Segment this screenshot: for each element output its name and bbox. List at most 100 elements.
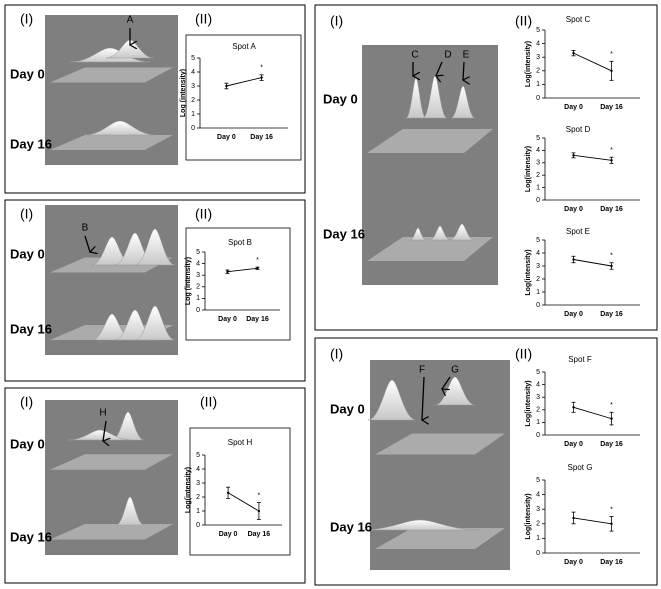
day-label: Day 0 xyxy=(323,91,358,106)
x-tick-label: Day 0 xyxy=(564,441,583,448)
chart-frame xyxy=(189,427,291,556)
surface-floor xyxy=(50,67,173,83)
y-tick-label: 0 xyxy=(536,95,540,102)
significance-marker: * xyxy=(258,492,261,499)
day-label: Day 0 xyxy=(10,246,45,261)
significance-marker: * xyxy=(610,253,613,260)
surface-peak xyxy=(134,228,176,266)
data-point xyxy=(225,84,228,88)
y-tick-label: 1 xyxy=(191,111,195,118)
data-point xyxy=(257,509,261,513)
x-tick-label: Day 0 xyxy=(564,311,583,318)
data-point xyxy=(610,159,613,162)
panel-label: (I) xyxy=(330,13,343,29)
surface-peak xyxy=(367,379,417,421)
chart-title: Spot H xyxy=(228,438,253,447)
y-tick-label: 5 xyxy=(536,369,540,376)
y-axis-label: Log(intensity) xyxy=(525,249,532,295)
arrow-letter: C xyxy=(411,50,418,61)
data-point xyxy=(572,154,575,157)
data-point xyxy=(610,417,613,420)
arrow xyxy=(422,376,424,420)
panel-frame xyxy=(314,337,658,586)
data-point xyxy=(610,264,613,268)
y-tick-label: 0 xyxy=(536,432,540,439)
y-axis-label: Log(intensity) xyxy=(525,380,532,426)
arrow xyxy=(442,376,451,389)
x-tick-label: Day 0 xyxy=(564,559,583,566)
data-line xyxy=(226,77,262,87)
x-tick-label: Day 0 xyxy=(564,104,583,111)
x-tick-label: Day 16 xyxy=(600,206,623,213)
data-point xyxy=(610,522,613,525)
surface-floor xyxy=(367,129,493,153)
data-line xyxy=(573,154,612,161)
data-point xyxy=(610,69,613,73)
y-tick-label: 0 xyxy=(191,125,195,132)
x-tick-label: Day 16 xyxy=(250,134,273,141)
arrow-letter: F xyxy=(419,365,425,376)
data-line xyxy=(573,52,612,72)
data-point xyxy=(226,270,229,273)
day-label: Day 16 xyxy=(330,519,372,534)
panel-frame xyxy=(4,387,306,584)
arrow-letter: G xyxy=(451,365,459,376)
day-label: Day 16 xyxy=(323,226,365,241)
x-tick-label: Day 16 xyxy=(600,104,623,111)
y-tick-label: 2 xyxy=(536,407,540,414)
chart-title: Spot F xyxy=(568,355,592,364)
y-tick-label: 2 xyxy=(536,68,540,75)
y-tick-label: 4 xyxy=(536,147,540,154)
y-tick-label: 5 xyxy=(536,135,540,142)
y-tick-label: 4 xyxy=(191,69,195,76)
significance-marker: * xyxy=(610,147,613,154)
y-tick-label: 3 xyxy=(191,83,195,90)
y-tick-label: 0 xyxy=(536,197,540,204)
panel-label: (I) xyxy=(330,346,343,362)
y-tick-label: 2 xyxy=(536,521,540,528)
y-tick-label: 5 xyxy=(536,477,540,484)
surface-floor xyxy=(50,454,173,470)
day-label: Day 16 xyxy=(10,136,52,151)
y-tick-label: 2 xyxy=(536,276,540,283)
y-tick-label: 5 xyxy=(191,55,195,62)
data-point xyxy=(256,267,259,270)
x-tick-label: Day 16 xyxy=(600,441,623,448)
y-tick-label: 4 xyxy=(536,381,540,388)
arrow xyxy=(463,61,464,80)
y-tick-label: 3 xyxy=(536,506,540,513)
data-point xyxy=(226,491,230,494)
arrow-letter: D xyxy=(444,50,451,61)
day-label: Day 0 xyxy=(10,436,45,451)
y-tick-label: 1 xyxy=(536,419,540,426)
surface-floor xyxy=(367,237,493,261)
y-tick-label: 4 xyxy=(536,250,540,257)
data-point xyxy=(572,406,575,409)
surface-floor xyxy=(50,135,173,150)
panel-frame xyxy=(4,4,306,194)
arrow-letter: H xyxy=(99,408,106,419)
chart-title: Spot E xyxy=(566,227,590,236)
panel-label: (I) xyxy=(20,11,33,27)
y-tick-label: 0 xyxy=(196,307,200,314)
day-label: Day 0 xyxy=(330,401,365,416)
data-point xyxy=(260,76,263,79)
arrow xyxy=(84,235,90,252)
y-tick-label: 3 xyxy=(536,394,540,401)
arrow-letter: A xyxy=(127,15,134,26)
chart-title: Spot A xyxy=(232,42,256,51)
surface-peak xyxy=(359,519,481,531)
data-line xyxy=(227,492,260,512)
y-tick-label: 2 xyxy=(536,172,540,179)
y-tick-label: 2 xyxy=(196,284,200,291)
y-tick-label: 1 xyxy=(536,184,540,191)
day-label: Day 0 xyxy=(10,66,45,81)
significance-marker: * xyxy=(610,51,613,58)
surface-peak xyxy=(115,496,145,526)
significance-marker: * xyxy=(610,402,613,409)
chart-frame xyxy=(185,227,291,341)
panel-frame xyxy=(314,4,658,331)
y-axis-label: Log(intensity) xyxy=(525,146,532,192)
arrow xyxy=(436,61,442,76)
